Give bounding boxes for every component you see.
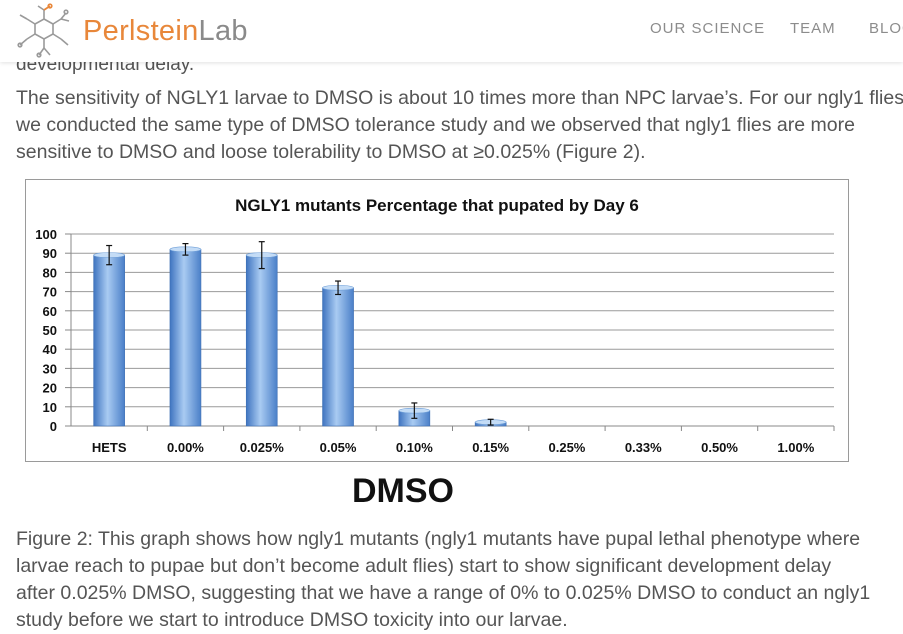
x-tick-label: 0.15%: [472, 440, 509, 455]
x-tick-label: 0.025%: [240, 440, 285, 455]
y-tick-label: 100: [35, 227, 57, 242]
brand-name: PerlsteinLab: [83, 15, 248, 48]
paragraph-line: we conducted the same type of DMSO toler…: [16, 114, 855, 136]
pupation-chart: NGLY1 mutants Percentage that pupated by…: [25, 179, 849, 462]
y-tick-label: 90: [43, 246, 57, 261]
y-tick-label: 40: [43, 342, 57, 357]
molecule-logo-icon: [17, 3, 70, 58]
caption-line: larvae reach to pupae but don’t become a…: [16, 555, 832, 577]
x-tick-label: 0.10%: [396, 440, 433, 455]
nav-our-science[interactable]: OUR SCIENCE: [650, 20, 766, 37]
y-tick-label: 20: [43, 381, 57, 396]
y-tick-label: 60: [43, 304, 57, 319]
chart-x-caption: DMSO: [352, 472, 454, 510]
intro-paragraph: The sensitivity of NGLY1 larvae to DMSO …: [16, 85, 903, 166]
y-tick-label: 50: [43, 323, 57, 338]
site-header: PerlsteinLab OUR SCIENCE TEAM BLOG: [0, 0, 903, 62]
paragraph-line: sensitive to DMSO and loose tolerability…: [16, 141, 646, 163]
caption-line: Figure 2: This graph shows how ngly1 mut…: [16, 528, 861, 550]
y-tick-label: 70: [43, 285, 57, 300]
caption-line: after 0.025% DMSO, suggesting that we ha…: [16, 582, 871, 604]
x-tick-label: 0.25%: [549, 440, 586, 455]
x-tick-label: 1.00%: [777, 440, 814, 455]
logo[interactable]: PerlsteinLab: [15, 2, 248, 60]
chart-title: NGLY1 mutants Percentage that pupated by…: [235, 196, 639, 215]
bar: [322, 287, 354, 427]
x-tick-label: 0.50%: [701, 440, 738, 455]
nav-team[interactable]: TEAM: [790, 20, 836, 37]
figure-caption: Figure 2: This graph shows how ngly1 mut…: [16, 526, 886, 634]
caption-line: study before we start to introduce DMSO …: [16, 609, 568, 631]
bar: [169, 249, 202, 427]
bar: [93, 254, 125, 427]
x-tick-label: 0.05%: [320, 440, 357, 455]
y-tick-label: 80: [43, 265, 57, 280]
brand-part1: Perlstein: [83, 14, 199, 47]
brand-part2: Lab: [198, 14, 248, 47]
chart-svg: NGLY1 mutants Percentage that pupated by…: [35, 196, 835, 455]
y-tick-label: 30: [43, 361, 57, 376]
y-tick-label: 0: [50, 419, 57, 434]
paragraph-line: The sensitivity of NGLY1 larvae to DMSO …: [16, 87, 903, 109]
y-tick-label: 10: [43, 400, 57, 415]
x-tick-label: 0.33%: [625, 440, 662, 455]
nav-blog[interactable]: BLOG: [869, 20, 903, 37]
x-tick-label: HETS: [92, 440, 127, 455]
x-tick-label: 0.00%: [167, 440, 204, 455]
bar: [245, 254, 278, 427]
